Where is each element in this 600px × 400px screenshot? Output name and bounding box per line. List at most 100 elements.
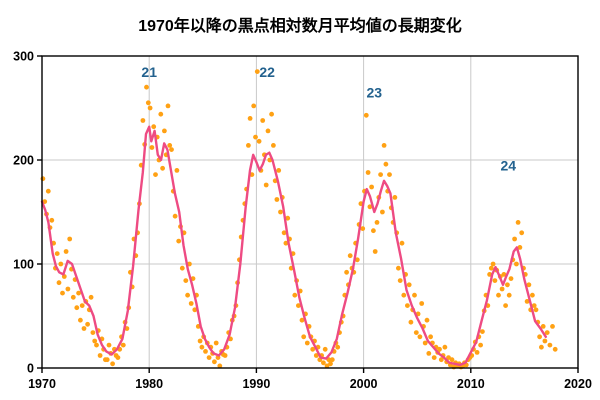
scatter-point: [70, 294, 76, 300]
scatter-point: [56, 280, 62, 286]
scatter-point: [151, 124, 157, 130]
scatter-point: [514, 261, 519, 267]
scatter-point: [396, 265, 401, 271]
scatter-point: [426, 351, 432, 356]
scatter-point: [431, 355, 437, 360]
scatter-point: [344, 269, 349, 275]
scatter-point: [397, 278, 403, 283]
smoothed-line: [40, 125, 547, 367]
scatter-point: [78, 317, 83, 323]
scatter-point: [506, 292, 512, 298]
scatter-point: [517, 245, 523, 250]
scatter-point: [437, 346, 442, 352]
scatter-point: [169, 147, 174, 153]
scatter-point: [263, 182, 269, 188]
scatter-point: [367, 204, 373, 210]
scatter-point: [417, 334, 423, 340]
scatter-point: [58, 261, 64, 267]
scatter-point: [63, 249, 69, 254]
scatter-point: [199, 344, 205, 350]
scatter-point: [92, 338, 98, 344]
scatter-point: [328, 361, 333, 367]
scatter-point: [172, 213, 178, 219]
scatter-point: [321, 360, 326, 366]
scatter-point: [519, 230, 525, 236]
scatter-point: [253, 134, 258, 140]
scatter-point: [278, 209, 283, 215]
scatter-point: [149, 145, 155, 150]
scatter-point: [544, 330, 550, 335]
scatter-point: [406, 282, 412, 288]
scatter-point: [496, 292, 501, 298]
scatter-point: [74, 305, 80, 311]
scatter-point: [183, 278, 189, 283]
scatter-point: [76, 290, 81, 296]
scatter-point: [283, 240, 289, 246]
scatter-point: [106, 342, 112, 348]
scatter-point: [145, 100, 151, 106]
scatter-point: [217, 363, 223, 369]
scatter-point: [501, 272, 507, 277]
scatter-point: [490, 261, 496, 267]
scatter-point: [540, 324, 546, 329]
scatter-point: [60, 290, 65, 296]
scatter-point: [97, 353, 103, 358]
scatter-point: [424, 317, 430, 323]
scatter-point: [419, 301, 425, 306]
scatter-point: [508, 276, 514, 281]
scatter-point: [256, 138, 262, 144]
scatter-point: [90, 330, 96, 335]
scatter-point: [144, 84, 149, 90]
cycle-number-label: 23: [367, 85, 383, 101]
scatter-point: [446, 355, 451, 360]
scatter-point: [176, 238, 182, 244]
scatter-point: [428, 334, 433, 340]
scatter-point: [392, 195, 398, 200]
scatter-point: [54, 251, 60, 256]
scatter-point: [276, 168, 282, 173]
scatter-point: [197, 338, 203, 344]
scatter-point: [292, 292, 298, 298]
scatter-point: [296, 303, 301, 308]
scatter-point: [512, 236, 517, 242]
scatter-point: [203, 349, 208, 354]
cycle-number-label: 21: [141, 64, 157, 80]
scatter-point: [550, 324, 555, 329]
scatter-point: [524, 299, 530, 304]
scatter-point: [212, 359, 217, 365]
scatter-point: [104, 357, 110, 363]
x-tick-label: 1990: [242, 377, 270, 391]
scatter-point: [371, 228, 376, 234]
scatter-point: [167, 143, 173, 148]
scatter-point: [40, 176, 46, 182]
scatter-point: [285, 215, 291, 221]
scatter-point: [158, 111, 164, 117]
scatter-point: [449, 357, 455, 363]
cycle-number-label: 22: [259, 64, 275, 80]
scatter-point: [115, 355, 121, 360]
scatter-point: [492, 278, 498, 283]
scatter-point: [49, 217, 55, 223]
scatter-point: [254, 69, 260, 74]
scatter-point: [79, 303, 85, 308]
scatter-point: [372, 249, 378, 254]
scatter-point: [265, 128, 271, 134]
x-tick-label: 2000: [350, 377, 378, 391]
scatter-point: [374, 220, 380, 225]
scatter-point: [251, 103, 257, 109]
scatter-point: [530, 292, 535, 298]
scatter-point: [539, 344, 544, 350]
scatter-point: [274, 197, 280, 202]
scatter-point: [438, 357, 444, 363]
cycle-number-label: 24: [501, 157, 517, 173]
chart-title: 1970年以降の黒点相対数月平均値の長期変化: [138, 18, 462, 35]
scatter-point: [499, 286, 505, 292]
scatter-point: [383, 161, 389, 167]
x-tick-label: 1980: [135, 377, 163, 391]
scatter-point: [324, 363, 330, 369]
scatter-point: [260, 118, 266, 123]
x-tick-label: 2020: [564, 377, 592, 391]
scatter-point: [474, 350, 480, 355]
scatter-point: [401, 292, 407, 298]
